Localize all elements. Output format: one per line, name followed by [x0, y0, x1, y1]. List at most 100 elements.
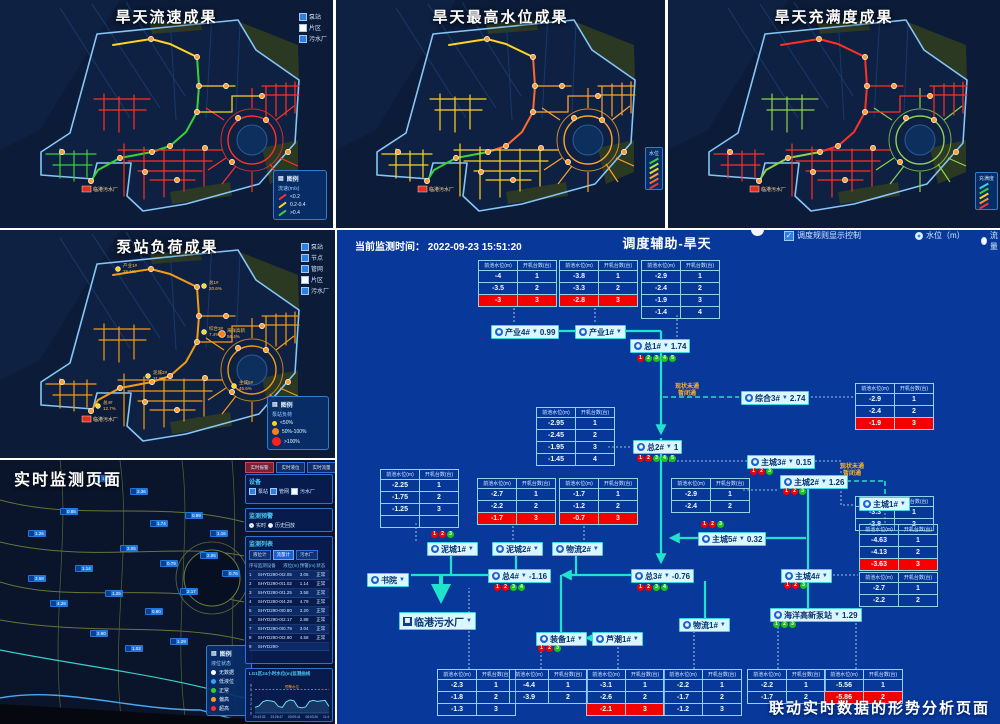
pump-marker[interactable]: [229, 159, 235, 165]
plant-marker[interactable]: [81, 415, 92, 423]
pump-marker[interactable]: [530, 109, 536, 115]
layer-checkbox[interactable]: [298, 34, 307, 43]
pump-marker[interactable]: [167, 143, 173, 149]
pump-marker[interactable]: [167, 373, 173, 379]
layer-toggle-2[interactable]: 污水厂: [298, 34, 327, 43]
pump-marker[interactable]: [478, 169, 484, 175]
device-checkbox-0[interactable]: 泵站: [249, 488, 268, 495]
map-marker-tag[interactable]: 4.29: [50, 600, 68, 607]
pump-marker[interactable]: [727, 149, 733, 155]
pump-marker[interactable]: [194, 54, 200, 60]
pump-marker[interactable]: [88, 408, 94, 414]
pump-marker[interactable]: [196, 83, 202, 89]
flow-radio[interactable]: 流量: [981, 230, 1000, 252]
map-marker-tag[interactable]: 1.26: [28, 530, 46, 537]
pump-marker[interactable]: [816, 36, 822, 42]
pump-marker[interactable]: [88, 178, 94, 184]
table-row[interactable]: 3 SHYD290-0031.25 3.58 正常: [249, 589, 329, 598]
layer-toggle-4[interactable]: 污水厂: [300, 286, 329, 295]
pump-node-4[interactable]: ◉ 总2# ▼ 1: [633, 440, 683, 454]
pump-marker[interactable]: [503, 143, 509, 149]
pump-node-12[interactable]: ◉ 总4# ▼ -1.16: [488, 569, 552, 583]
map-marker-tag[interactable]: 3.58: [28, 575, 46, 582]
layer-toggle-0[interactable]: 泵站: [298, 12, 327, 21]
list-filter-button-1[interactable]: 流量计: [272, 550, 294, 560]
warn-option-0[interactable]: 实时: [249, 522, 266, 529]
pump-load-marker[interactable]: [201, 329, 207, 335]
pump-marker[interactable]: [510, 177, 516, 183]
pump-marker[interactable]: [196, 313, 202, 319]
layer-checkbox[interactable]: [300, 242, 309, 251]
warn-option-1[interactable]: 历史回放: [268, 522, 295, 529]
realtime-tab-2[interactable]: 实时流量: [307, 462, 335, 473]
pump-marker[interactable]: [595, 93, 601, 99]
table-row[interactable]: 2 SHYD290-0021.02 1.14 正常: [249, 580, 329, 589]
pump-node-0[interactable]: ◉ 产业4# ▼ 0.99: [491, 325, 560, 339]
pump-marker[interactable]: [235, 345, 241, 351]
pump-marker[interactable]: [903, 115, 909, 121]
layer-checkbox[interactable]: [300, 286, 309, 295]
plant-node[interactable]: ▦ 临港污水厂 ▼: [399, 612, 476, 630]
pump-marker[interactable]: [148, 266, 154, 272]
pump-marker[interactable]: [621, 149, 627, 155]
map-marker-tag[interactable]: 1.14: [75, 565, 93, 572]
pump-node-19[interactable]: ◉ 芦潮1# ▼: [592, 632, 643, 646]
map-marker-tag[interactable]: 1.74: [150, 520, 168, 527]
layer-toggle-0[interactable]: 泵站: [300, 242, 329, 251]
pump-load-marker[interactable]: [145, 373, 151, 379]
map-marker-tag[interactable]: 2.36: [130, 488, 148, 495]
pump-marker[interactable]: [484, 36, 490, 42]
pump-marker[interactable]: [599, 117, 605, 123]
velocity-map[interactable]: 临港污水厂: [0, 0, 333, 228]
list-filter-button-0[interactable]: 液位计: [249, 550, 271, 560]
pump-marker[interactable]: [810, 169, 816, 175]
pump-marker[interactable]: [862, 109, 868, 115]
table-row[interactable]: 5 SHYD290-0050.80 3.20 正常: [249, 607, 329, 616]
layer-toggle-1[interactable]: 片区: [298, 23, 327, 32]
pump-marker[interactable]: [453, 155, 459, 161]
pump-marker[interactable]: [891, 83, 897, 89]
plant-marker[interactable]: [749, 185, 760, 193]
rule-display-control[interactable]: ✓ 调度规则显示控制: [784, 230, 861, 241]
map-marker-tag[interactable]: 0.99: [185, 512, 203, 519]
pump-load-marker[interactable]: [95, 403, 101, 409]
pump-marker[interactable]: [263, 117, 269, 123]
layer-checkbox[interactable]: [300, 275, 309, 284]
warn-radio[interactable]: [268, 523, 274, 528]
pump-marker[interactable]: [174, 177, 180, 183]
pump-node-15[interactable]: ◉ 物流2# ▼: [552, 542, 603, 556]
pump-node-13[interactable]: ◉ 泥城1# ▼: [427, 542, 478, 556]
pump-marker[interactable]: [424, 178, 430, 184]
pump-marker[interactable]: [285, 379, 291, 385]
pump-marker[interactable]: [59, 149, 65, 155]
pump-marker[interactable]: [532, 83, 538, 89]
pump-marker[interactable]: [117, 385, 123, 391]
pump-node-1[interactable]: ◉ 产业1# ▼: [575, 325, 626, 339]
map-marker-tag[interactable]: 0.85: [60, 508, 78, 515]
map-marker-tag[interactable]: 1.02: [125, 645, 143, 652]
map-marker-tag[interactable]: 2.17: [180, 588, 198, 595]
table-row[interactable]: 8 SHYD290-0082.90 4.58 正常: [249, 634, 329, 643]
table-row[interactable]: 1 SHYD290-0012.05 3.05 正常: [249, 571, 329, 580]
pump-marker[interactable]: [194, 109, 200, 115]
pump-marker[interactable]: [223, 313, 229, 319]
pump-node-9[interactable]: ◉ 主城4# ▼: [781, 569, 832, 583]
table-row[interactable]: 7 SHYD290-0070.79 3.04 正常: [249, 625, 329, 634]
pump-marker[interactable]: [149, 149, 155, 155]
layer-checkbox[interactable]: [300, 253, 309, 262]
plant-marker[interactable]: [81, 185, 92, 193]
pump-load-marker[interactable]: [115, 266, 121, 272]
map-marker-tag[interactable]: 1.29: [170, 638, 188, 645]
pump-marker[interactable]: [785, 155, 791, 161]
pump-node-16[interactable]: ◉ 物流1# ▼: [679, 618, 730, 632]
layer-checkbox[interactable]: [298, 12, 307, 21]
layer-checkbox[interactable]: [298, 23, 307, 32]
rule-checkbox[interactable]: ✓: [784, 230, 794, 241]
layer-toggle-2[interactable]: 管网: [300, 264, 329, 273]
pump-marker[interactable]: [395, 149, 401, 155]
layer-toggle-1[interactable]: 节点: [300, 253, 329, 262]
device-checkbox-box[interactable]: [249, 488, 256, 495]
fullness-map[interactable]: 临港污水厂: [668, 0, 1000, 228]
pump-marker[interactable]: [835, 143, 841, 149]
